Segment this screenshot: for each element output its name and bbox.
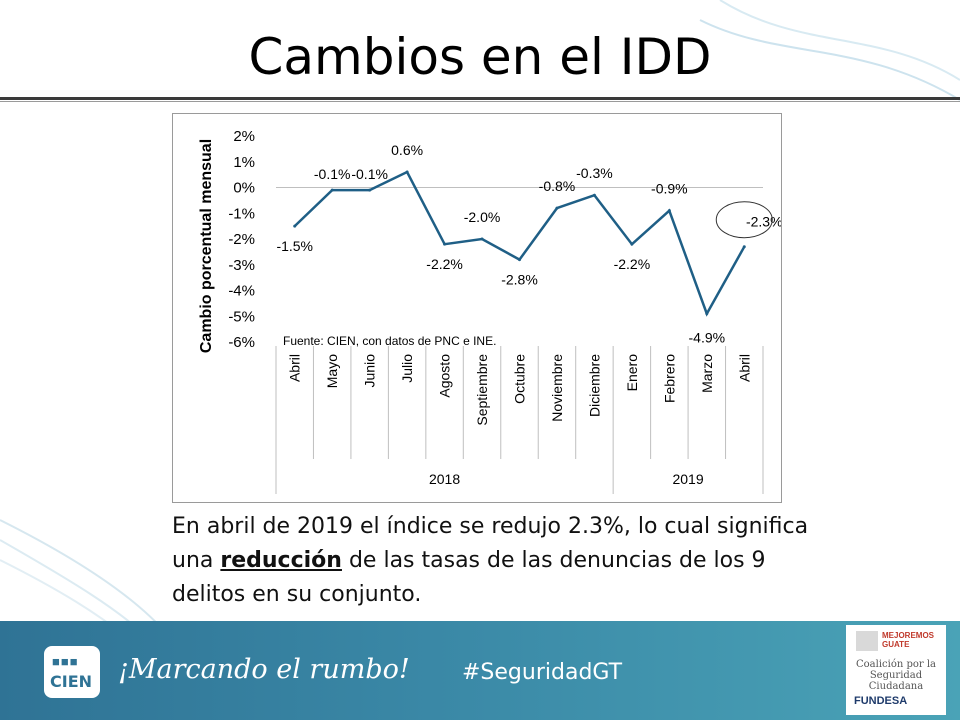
summary-text-part1: En abril de 2019 el índice se redujo 2.3… [172,514,809,573]
data-label: -2.0% [464,209,501,225]
x-category-label: Diciembre [586,354,602,417]
highlight-circle [715,201,773,239]
year-label-2019: 2019 [672,471,703,487]
data-label: -0.1% [314,166,351,182]
data-label: -0.1% [351,166,388,182]
data-point [742,245,746,249]
y-tick-label: -2% [228,231,255,248]
data-label: -0.3% [576,165,613,181]
data-point [518,258,521,262]
x-category-label: Agosto [437,354,453,398]
slogan: ¡Marcando el rumbo! [118,654,410,685]
y-tick-label: -5% [228,308,255,325]
x-category-label: Abril [736,354,752,382]
summary-text: En abril de 2019 el índice se redujo 2.3… [172,510,812,612]
data-point [480,237,484,241]
y-axis-label: Cambio porcentual mensual [198,139,215,353]
cien-logo: ■■■ CIEN [44,646,100,698]
data-point [330,188,334,192]
data-label: -4.9% [689,330,726,346]
data-label: -0.8% [539,178,576,194]
x-category-label: Julio [399,354,415,383]
idd-line-chart: Cambio porcentual mensual 2% 1% 0% -1% -2% -3%… [198,128,781,494]
x-category-label: Octubre [512,354,528,404]
cien-logo-text: CIEN [50,672,93,691]
data-point [667,209,671,213]
data-label: 0.6% [391,142,423,158]
y-tick-label: 1% [233,154,255,171]
x-category-label: Febrero [661,354,677,403]
y-tick-label: -6% [228,334,255,351]
x-category-label: Septiembre [474,354,490,426]
partner-logo-box: MEJOREMOS GUATE Coalición por la Segurid… [846,625,946,715]
title-divider [0,97,960,100]
data-point [630,242,634,246]
x-category-label: Junio [362,354,378,388]
partner-bottom-text: FUNDESA [854,695,908,707]
x-category-label: Mayo [324,354,340,388]
y-tick-label: -4% [228,283,255,300]
cien-logo-mark: ■■■ [52,654,79,669]
x-category-label: Abril [287,354,303,382]
data-label: -2.2% [426,256,463,272]
x-category-label: Noviembre [549,354,565,422]
data-point [443,242,447,246]
y-tick-label: 0% [233,180,255,197]
data-point [592,193,596,197]
y-tick-label: -3% [228,257,255,274]
x-category-label: Enero [624,354,640,392]
footer-bar [0,621,960,720]
year-label-2018: 2018 [429,471,460,487]
data-point [293,224,297,228]
mejoremos-guate-icon [856,631,878,651]
data-label: -2.8% [501,272,538,288]
y-tick-label: -1% [228,205,255,222]
partner-mid-text: Coalición por la Seguridad Ciudadana [855,659,936,692]
summary-emphasis: reducción [220,548,342,573]
hashtag: #SeguridadGT [462,660,623,685]
data-point [368,188,372,192]
chart-source-note: Fuente: CIEN, con datos de PNC e INE. [283,334,496,348]
data-point [405,170,409,174]
title-divider-thin [0,101,960,102]
y-tick-label: 2% [233,128,255,145]
data-label: -1.5% [276,238,313,254]
data-label: -0.9% [651,181,688,197]
data-label: -2.3% [746,214,781,230]
page-title: Cambios en el IDD [248,28,712,86]
data-point [555,206,559,210]
chart-panel: Cambio porcentual mensual 2% 1% 0% -1% -2% -3%… [172,113,782,503]
data-label: -2.2% [614,256,651,272]
summary-text-part2: de las tasas de las denuncias de los 9 d… [172,548,766,607]
x-category-label: Marzo [699,354,715,393]
data-point [705,312,709,316]
partner-top-text: MEJOREMOS GUATE [882,631,935,649]
